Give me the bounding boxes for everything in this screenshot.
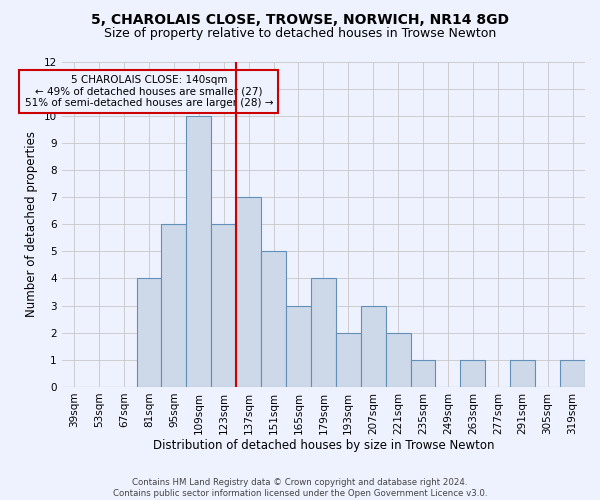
Bar <box>311 278 336 387</box>
Y-axis label: Number of detached properties: Number of detached properties <box>25 131 38 317</box>
Bar <box>361 306 386 387</box>
Bar <box>187 116 211 387</box>
Bar <box>460 360 485 387</box>
Bar <box>137 278 161 387</box>
Bar <box>236 197 261 387</box>
Bar <box>161 224 187 387</box>
Bar <box>560 360 585 387</box>
Text: 5, CHAROLAIS CLOSE, TROWSE, NORWICH, NR14 8GD: 5, CHAROLAIS CLOSE, TROWSE, NORWICH, NR1… <box>91 12 509 26</box>
Bar <box>386 332 410 387</box>
Bar <box>261 252 286 387</box>
Bar <box>211 224 236 387</box>
Bar <box>286 306 311 387</box>
Bar <box>336 332 361 387</box>
X-axis label: Distribution of detached houses by size in Trowse Newton: Distribution of detached houses by size … <box>152 440 494 452</box>
Text: Contains HM Land Registry data © Crown copyright and database right 2024.
Contai: Contains HM Land Registry data © Crown c… <box>113 478 487 498</box>
Bar <box>410 360 436 387</box>
Bar <box>510 360 535 387</box>
Text: Size of property relative to detached houses in Trowse Newton: Size of property relative to detached ho… <box>104 28 496 40</box>
Text: 5 CHAROLAIS CLOSE: 140sqm
← 49% of detached houses are smaller (27)
51% of semi-: 5 CHAROLAIS CLOSE: 140sqm ← 49% of detac… <box>25 75 273 108</box>
